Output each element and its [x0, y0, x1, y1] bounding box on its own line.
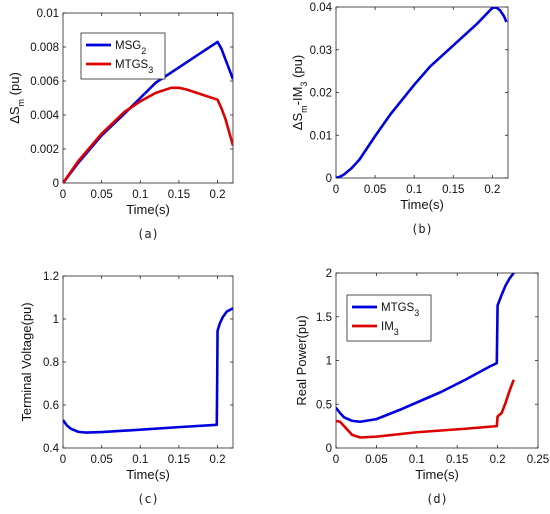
legend-box: [346, 294, 432, 342]
x-tick-label: 0.2: [210, 189, 226, 201]
y-tick-label: 0.4: [43, 443, 60, 455]
x-axis-label: Time(s): [126, 202, 170, 217]
x-tick-label: 0.05: [90, 189, 112, 201]
x-tick-label: 0.15: [168, 454, 190, 466]
x-tick-label: 0: [60, 454, 66, 466]
panel-caption: (c): [137, 492, 159, 506]
x-tick-label: 0: [333, 184, 339, 196]
x-tick-label: 0.1: [132, 454, 148, 466]
series-line-im3: [336, 379, 515, 439]
y-tick-label: 0.02: [310, 88, 332, 100]
y-tick-label: 0.002: [30, 144, 59, 156]
y-tick-label: 2: [326, 268, 332, 280]
panel-b: 0 0.05 0.1 0.15 0.2 0 0.01 0.02 0.03 0.04 Time(s) Δ…: [290, 2, 509, 236]
legend-entry: MTGS3: [381, 302, 419, 318]
x-tick-label: 0.1: [132, 189, 148, 201]
x-tick-label: 0.25: [527, 454, 549, 466]
x-tick-label: 0.1: [406, 184, 422, 196]
x-tick-label: 0: [60, 189, 66, 201]
series-line-curve: [63, 307, 233, 434]
y-axis-label: ΔSm (pu): [7, 72, 26, 124]
x-tick-label: 0.2: [484, 184, 500, 196]
panel-c: 0 0.05 0.1 0.15 0.2 0.4 0.6 0.8 1 1.2 Time(s) Termi…: [19, 271, 234, 506]
y-tick-label: 1.5: [316, 312, 332, 324]
panel-d: 0 0.05 0.1 0.15 0.2 0.25 0 0.5 1 1.5 2 Time(s) Real …: [294, 268, 549, 506]
plot-area: [62, 275, 234, 449]
y-axis-label: ΔSm-IM3 (pu): [290, 55, 309, 130]
y-tick-label: 0.01: [37, 8, 59, 20]
panel-caption: (a): [137, 227, 159, 241]
panel-caption: (b): [411, 222, 433, 236]
y-tick-label: 0: [326, 173, 332, 185]
x-tick-label: 0.15: [168, 189, 190, 201]
y-tick-label: 0: [326, 443, 332, 455]
x-tick-label: 0: [333, 454, 339, 466]
y-tick-label: 1: [53, 314, 59, 326]
y-tick-label: 0: [53, 178, 59, 190]
y-tick-label: 0.006: [30, 76, 59, 88]
x-tick-label: 0.15: [442, 184, 464, 196]
panel-caption: (d): [426, 492, 448, 506]
y-tick-label: 0.04: [310, 2, 333, 14]
x-axis-label: Time(s): [400, 197, 444, 212]
series-line-mtgs3: [336, 273, 515, 424]
x-tick-label: 0.05: [90, 454, 112, 466]
y-axis-label: Terminal Voltage(pu): [19, 302, 34, 421]
legend-entry: IM3: [381, 321, 399, 337]
series-line-curve: [336, 7, 508, 178]
y-tick-label: 0.008: [30, 42, 59, 54]
plot-area: [335, 6, 509, 179]
y-axis-label: Real Power(pu): [294, 315, 309, 405]
x-tick-label: 0.1: [409, 454, 425, 466]
legend-box: [80, 32, 166, 80]
panel-a: 0 0.05 0.1 0.15 0.2 0 0.002 0.004 0.006 0.008 0.01…: [7, 8, 234, 241]
plot-area: [62, 12, 234, 184]
series-line-mtgs3: [63, 86, 233, 183]
y-tick-label: 1.2: [43, 271, 59, 283]
x-tick-label: 0.2: [210, 454, 226, 466]
x-tick-label: 0.05: [364, 184, 386, 196]
y-tick-label: 0.01: [310, 130, 332, 142]
y-tick-label: 0.03: [310, 45, 332, 57]
y-tick-label: 0.6: [43, 400, 59, 412]
x-axis-label: Time(s): [126, 467, 170, 482]
x-tick-label: 0.15: [446, 454, 468, 466]
y-tick-label: 1: [326, 356, 332, 368]
legend-entry: MTGS3: [115, 59, 153, 75]
x-tick-label: 0.2: [490, 454, 506, 466]
legend-entry: MSG2: [115, 40, 146, 56]
x-axis-label: Time(s): [415, 467, 459, 482]
y-tick-label: 0.5: [316, 399, 332, 411]
x-tick-label: 0.05: [365, 454, 387, 466]
y-tick-label: 0.004: [30, 110, 59, 122]
y-tick-label: 0.8: [43, 357, 59, 369]
